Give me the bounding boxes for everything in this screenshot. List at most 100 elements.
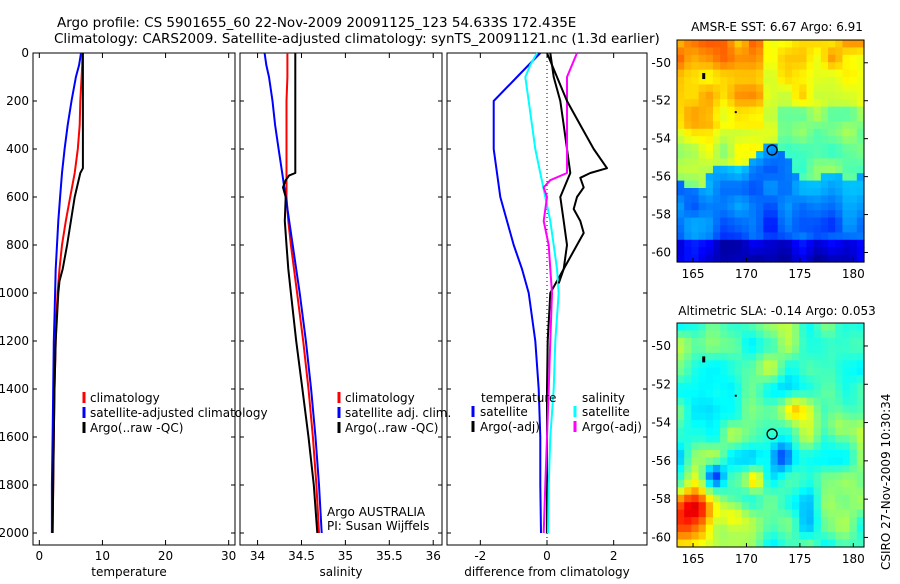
sst-map-cell [691,106,700,115]
sst-map-cell [770,114,779,122]
sla-map-cell [741,472,750,481]
sst-map-cell [763,217,772,226]
salinity-legend-label: Argo(..raw -QC) [345,421,438,435]
sst-map-cell [842,106,851,115]
sst-map-cell [712,91,721,100]
sst-map-cell [849,99,858,108]
sst-map-cell [842,202,851,211]
sst-map-cell [813,254,822,263]
sst-map-cell [712,69,721,78]
sst-map-cell [792,225,800,233]
temperature-legend-label: satellite-adjusted climatology [90,406,268,420]
sst-map-cell [684,247,692,256]
sla-map-cell [835,487,844,496]
sst-map-cell [720,254,728,263]
sla-map-cell [777,435,786,444]
sla-map-cell [734,487,743,496]
sst-map-cell [677,99,685,108]
sla-map-cell [799,375,808,384]
sst-map-cell [734,69,743,78]
sst-map-cell [828,188,836,196]
sla-map-cell [698,427,707,436]
sst-map-cell [792,69,800,78]
sla-map-cell [712,509,721,518]
sst-map-cell [691,158,700,167]
sla-map-cell [813,479,822,488]
sst-map-cell [763,202,772,211]
sst-map-cell [806,114,815,122]
sla-map-cell [813,330,822,339]
sst-map-cell [792,195,800,204]
sla-map-cell [712,330,721,339]
sla-map-island [734,394,737,397]
sst-map-cell [691,54,700,63]
sla-map-cell [856,337,865,346]
sst-map-cell [677,91,685,100]
sst-map-cell [799,47,808,56]
sst-map-cell [835,254,844,263]
sla-map-cell [741,397,750,406]
sla-map-cell [806,517,815,526]
sla-map-cell [720,509,728,518]
sla-map-cell [720,420,728,429]
sst-map-cell [806,158,815,167]
sla-map-cell [684,442,692,451]
sst-map-cell [835,114,844,122]
sla-map-cell [734,375,743,384]
sla-map-cell [691,532,700,541]
sst-map-cell [727,121,736,130]
sla-map-cell [784,532,793,541]
sst-map-cell [720,239,728,248]
sla-map-cell [712,375,721,384]
sla-map-cell [748,502,757,511]
sst-map-cell [777,188,786,196]
sst-map-cell [748,69,757,78]
depth-tick-label: 2000 [0,526,29,540]
sst-map-cell [856,165,865,174]
sst-map-cell [734,232,743,241]
sst-map-cell [756,202,764,211]
sst-map-cell [727,180,736,189]
sst-map-cell [705,165,714,174]
sla-map-cell [727,397,736,406]
sla-map-cell [820,509,829,518]
sla-map-cell [705,435,714,444]
sst-map-cell [784,84,793,93]
sst-map-cell [856,84,865,93]
sla-map-cell [691,390,700,399]
sst-map-cell [828,91,836,100]
sla-map-cell [828,323,836,332]
sst-map-cell [792,136,800,145]
sst-map-cell [734,210,743,219]
sst-map-cell [677,158,685,167]
sst-map-cell [727,84,736,93]
sla-map-cell [799,532,808,541]
sla-map-cell [784,524,793,533]
sst-map-cell [849,151,858,159]
sla-map-cell [842,479,851,488]
sst-map-cell [712,239,721,248]
sst-map-cell [792,99,800,108]
sla-map-cell [698,449,707,458]
sla-map-cell [756,487,764,496]
sst-map-cell [784,128,793,137]
sst-map-cell [777,136,786,145]
sla-map-cell [677,375,685,384]
sst-map-cell [727,173,736,182]
sst-map-cell [705,254,714,263]
sla-map-cell [835,442,844,451]
sla-map-cell [856,487,865,496]
sla-map-cell [748,323,757,332]
sst-map-cell [691,128,700,137]
sla-map-cell [792,435,800,444]
sla-map-cell [712,487,721,496]
sla-map-cell [748,405,757,414]
sla-map-cell [799,427,808,436]
sla-map-cell [763,464,772,473]
sla-map-cell [806,323,815,332]
sla-map-cell [720,494,728,503]
sst-map-cell [720,47,728,56]
sst-map-cell [720,232,728,241]
sla-map-cell [799,464,808,473]
sla-map-cell [691,375,700,384]
